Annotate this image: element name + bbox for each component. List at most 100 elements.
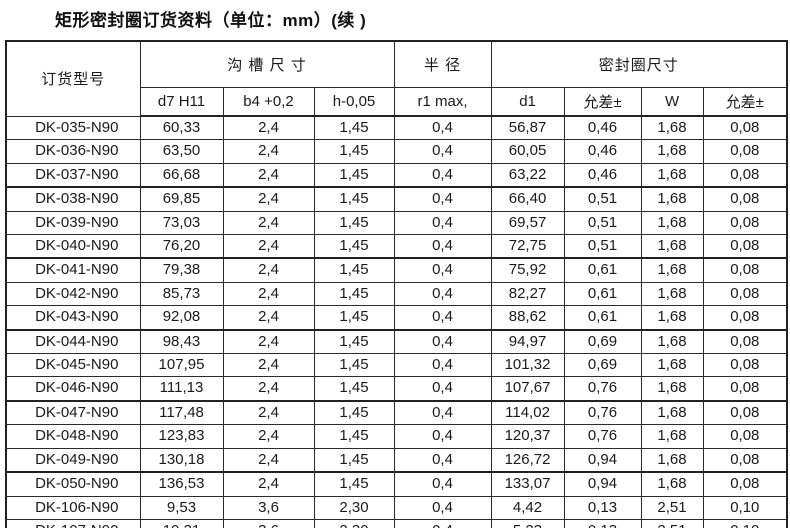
value-cell: 4,42	[490, 495, 565, 520]
value-cell: 0,4	[393, 399, 492, 426]
model-cell: DK-046-N90	[5, 376, 141, 402]
model-cell: DK-045-N90	[5, 353, 141, 378]
value-cell: 1,45	[313, 186, 395, 212]
value-cell: 72,75	[490, 234, 565, 259]
table-row: DK-039-N90 73,03 2,4 1,45 0,4 69,57 0,51 1,68 0,…	[5, 210, 788, 236]
seal-ring-order-table: 订货型号 沟 槽 尺 寸 半 径 密封圈尺寸 d7 H11 b4 +0,2 h-…	[5, 40, 789, 528]
model-cell: DK-047-N90	[5, 399, 141, 426]
value-cell: 130,18	[139, 447, 224, 473]
table-row: DK-036-N90 63,50 2,4 1,45 0,4 60,05 0,46 1,68 0,…	[5, 139, 788, 164]
value-cell: 1,68	[640, 376, 704, 402]
header-group-row: 订货型号 沟 槽 尺 寸 半 径 密封圈尺寸	[5, 40, 788, 117]
value-cell: 0,08	[702, 471, 788, 497]
value-cell: 136,53	[139, 471, 224, 497]
value-cell: 0,46	[563, 162, 642, 188]
value-cell: 1,45	[313, 471, 395, 497]
value-cell: 94,97	[490, 328, 565, 355]
value-cell: 1,45	[313, 424, 395, 449]
table-row: DK-050-N90 136,53 2,4 1,45 0,4 133,07 0,94 1,68…	[5, 471, 788, 497]
header-tolerance-w: 允差±	[702, 86, 788, 117]
value-cell: 56,87	[490, 115, 565, 141]
value-cell: 0,76	[563, 424, 642, 449]
value-cell: 63,22	[490, 162, 565, 188]
value-cell: 82,27	[490, 281, 565, 307]
table-row: DK-048-N90 123,83 2,4 1,45 0,4 120,37 0,76 1,68…	[5, 424, 788, 449]
value-cell: 0,4	[393, 518, 492, 528]
table-body: DK-035-N90 60,33 2,4 1,45 0,4 56,87 0,46 1,68 0,…	[5, 115, 788, 528]
value-cell: 0,08	[702, 115, 788, 141]
value-cell: 1,68	[640, 115, 704, 141]
value-cell: 0,76	[563, 376, 642, 402]
value-cell: 1,45	[313, 353, 395, 378]
value-cell: 1,45	[313, 210, 395, 236]
value-cell: 1,45	[313, 257, 395, 283]
value-cell: 0,13	[563, 495, 642, 520]
value-cell: 1,68	[640, 257, 704, 283]
value-cell: 69,57	[490, 210, 565, 236]
value-cell: 1,68	[640, 186, 704, 212]
table-row: DK-038-N90 69,85 2,4 1,45 0,4 66,40 0,51 1,68 0,…	[5, 186, 788, 212]
value-cell: 1,68	[640, 234, 704, 259]
value-cell: 1,68	[640, 447, 704, 473]
table-row: DK-106-N90 9,53 3,6 2,30 0,4 4,42 0,13 2,51 0,10	[5, 495, 788, 520]
value-cell: 0,08	[702, 328, 788, 355]
value-cell: 0,69	[563, 328, 642, 355]
table-header: 订货型号 沟 槽 尺 寸 半 径 密封圈尺寸 d7 H11 b4 +0,2 h-…	[5, 40, 788, 117]
value-cell: 85,73	[139, 281, 224, 307]
value-cell: 2,4	[222, 447, 315, 473]
model-cell: DK-038-N90	[5, 186, 141, 212]
value-cell: 2,4	[222, 162, 315, 188]
value-cell: 0,10	[702, 495, 788, 520]
value-cell: 0,08	[702, 447, 788, 473]
value-cell: 0,08	[702, 424, 788, 449]
value-cell: 2,4	[222, 257, 315, 283]
value-cell: 111,13	[139, 376, 224, 402]
value-cell: 3,6	[222, 518, 315, 528]
value-cell: 0,08	[702, 234, 788, 259]
value-cell: 1,68	[640, 139, 704, 164]
model-cell: DK-035-N90	[5, 115, 141, 141]
value-cell: 0,4	[393, 234, 492, 259]
value-cell: 1,68	[640, 424, 704, 449]
value-cell: 0,4	[393, 495, 492, 520]
value-cell: 1,68	[640, 353, 704, 378]
value-cell: 88,62	[490, 305, 565, 331]
value-cell: 1,45	[313, 328, 395, 355]
page-title: 矩形密封圈订货资料（单位：mm）(续 )	[55, 11, 367, 30]
value-cell: 1,68	[640, 162, 704, 188]
value-cell: 0,08	[702, 210, 788, 236]
value-cell: 2,30	[313, 518, 395, 528]
header-tolerance-d1: 允差±	[563, 86, 642, 117]
value-cell: 0,08	[702, 353, 788, 378]
header-sub-row: d7 H11 b4 +0,2 h-0,05 r1 max, d1 允差± W 允…	[6, 86, 788, 117]
value-cell: 2,30	[313, 495, 395, 520]
value-cell: 2,4	[222, 305, 315, 331]
value-cell: 1,68	[640, 399, 704, 426]
model-cell: DK-107-N90	[5, 518, 141, 528]
value-cell: 2,4	[222, 139, 315, 164]
model-cell: DK-037-N90	[5, 162, 141, 188]
value-cell: 66,68	[139, 162, 224, 188]
header-radius: 半 径	[393, 40, 492, 88]
header-r1-max: r1 max,	[393, 86, 492, 117]
value-cell: 1,45	[313, 115, 395, 141]
value-cell: 0,08	[702, 305, 788, 331]
table-row: DK-040-N90 76,20 2,4 1,45 0,4 72,75 0,51 1,68 0,…	[5, 234, 788, 259]
value-cell: 2,4	[222, 424, 315, 449]
value-cell: 2,4	[222, 281, 315, 307]
value-cell: 60,05	[490, 139, 565, 164]
value-cell: 0,4	[393, 186, 492, 212]
header-w: W	[640, 86, 704, 117]
value-cell: 2,4	[222, 399, 315, 426]
table-row: DK-037-N90 66,68 2,4 1,45 0,4 63,22 0,46 1,68 0,…	[5, 162, 788, 188]
header-groove-dimensions: 沟 槽 尺 寸	[139, 40, 395, 88]
model-cell: DK-049-N90	[5, 447, 141, 473]
value-cell: 0,4	[393, 139, 492, 164]
value-cell: 0,4	[393, 305, 492, 331]
value-cell: 75,92	[490, 257, 565, 283]
value-cell: 2,4	[222, 234, 315, 259]
value-cell: 98,43	[139, 328, 224, 355]
value-cell: 0,08	[702, 139, 788, 164]
header-b4: b4 +0,2	[222, 86, 315, 117]
